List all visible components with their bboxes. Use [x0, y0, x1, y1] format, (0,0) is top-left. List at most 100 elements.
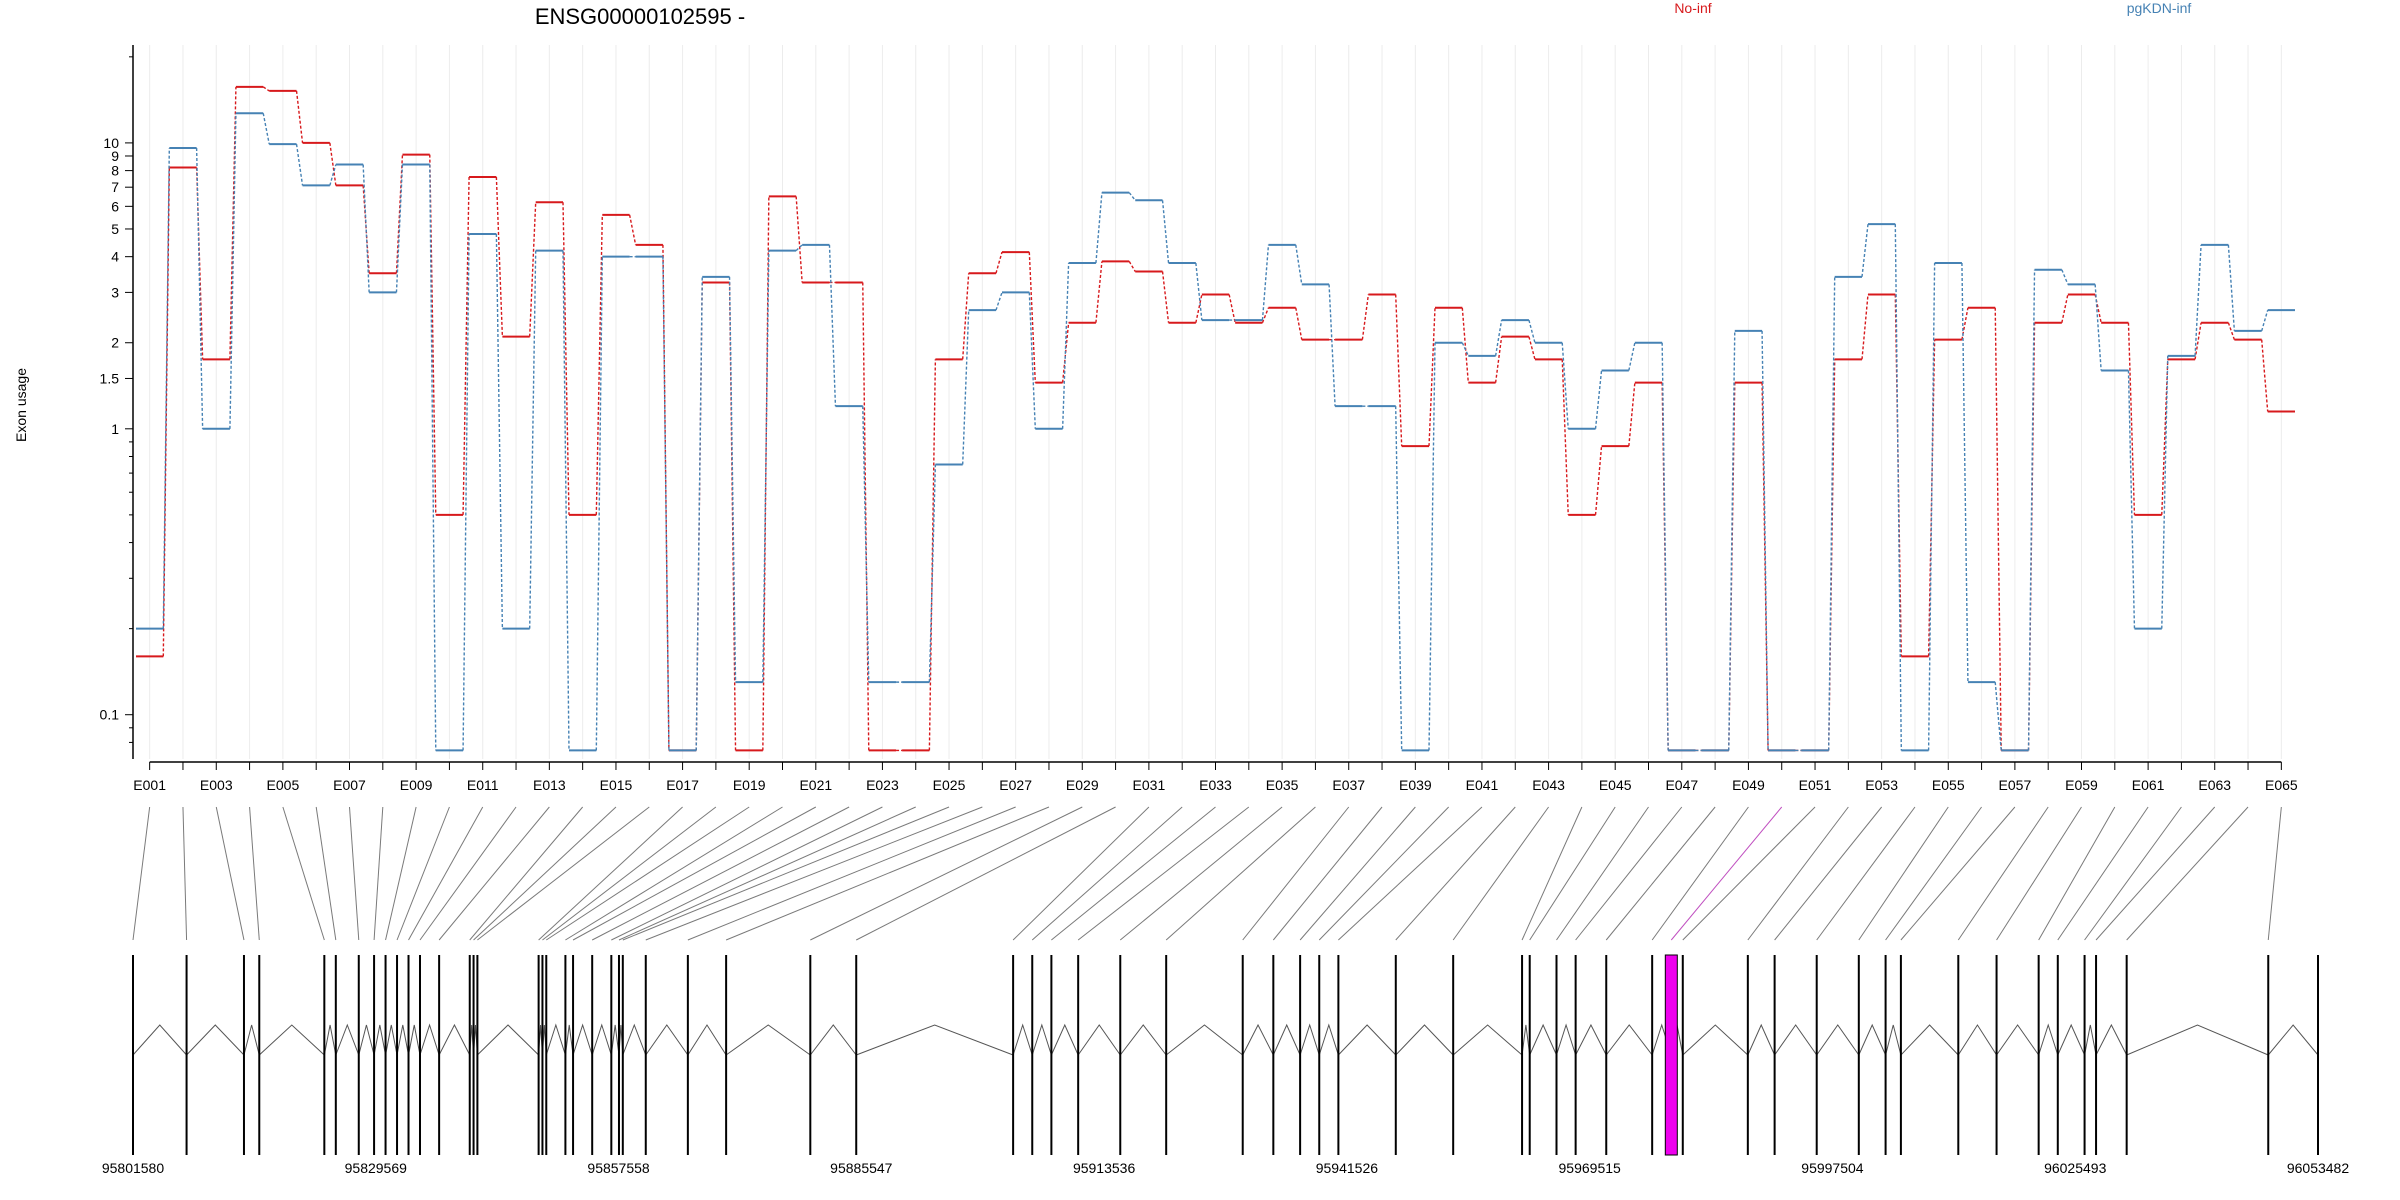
intron-line	[335, 1023, 360, 1056]
series-connector	[1728, 330, 1736, 751]
series-pgkdn-inf	[136, 112, 2295, 752]
exon-connector	[1556, 806, 1649, 941]
intron-line	[1012, 1023, 1033, 1056]
series-connector	[162, 167, 171, 657]
exon-connector	[438, 806, 550, 941]
intron-line	[132, 1024, 187, 1056]
x-tick-label: E057	[1999, 777, 2032, 793]
exon-connector	[1012, 806, 1150, 941]
exon-connector	[591, 806, 850, 941]
exon-connector	[349, 806, 360, 941]
genomic-coordinate-label: 95885547	[830, 1160, 893, 1176]
intron-line	[1031, 1023, 1052, 1056]
intron-line	[1774, 1024, 1818, 1056]
intron-line	[1395, 1024, 1454, 1056]
x-tick-label: E039	[1399, 777, 1432, 793]
y-tick-label: 6	[111, 198, 119, 214]
exon-connector	[1299, 806, 1416, 941]
intron-line	[610, 1024, 620, 1056]
exon-block-highlighted	[1664, 954, 1678, 1156]
series-connector	[595, 214, 604, 515]
x-axis: E001 E003 E005 E007 E009 E011 E013 E015 E017 E019…	[133, 761, 2298, 793]
y-tick-label: 5	[111, 221, 119, 237]
exon-connector	[396, 806, 450, 941]
intron-line	[396, 1024, 410, 1056]
exon-connector	[408, 806, 484, 941]
exon-connector	[2126, 806, 2249, 941]
x-tick-label: E015	[600, 777, 633, 793]
series-lines	[136, 85, 2295, 752]
series-connector	[1161, 200, 1170, 264]
x-tick-label: E049	[1732, 777, 1765, 793]
exon-connector-lines	[132, 806, 2282, 941]
exon-connector	[1338, 806, 1483, 941]
series-connector	[2260, 339, 2269, 412]
y-tick-label: 4	[111, 249, 119, 265]
series-connector	[1095, 192, 1103, 264]
exon-connector	[2084, 806, 2182, 941]
intron-line	[2057, 1023, 2086, 1056]
y-tick-label: 7	[111, 179, 119, 195]
series-connector	[728, 276, 737, 683]
x-tick-label: E007	[333, 777, 366, 793]
exon-connector	[419, 806, 517, 941]
exon-connector	[1272, 806, 1383, 941]
intron-line	[243, 1024, 260, 1056]
intron-line	[725, 1024, 811, 1056]
series-connector	[1128, 192, 1136, 201]
exon-connector	[810, 806, 1083, 941]
exon-connector	[1682, 806, 1816, 941]
series-connector	[662, 256, 670, 751]
exon-connector	[1452, 806, 1549, 941]
series-connector	[1428, 307, 1436, 447]
series-connector	[1594, 370, 1603, 429]
intron-line	[186, 1024, 245, 1056]
exon-connector	[1651, 806, 1749, 941]
x-tick-label: E003	[200, 777, 233, 793]
exon-connector	[1529, 806, 1616, 941]
intron-line	[358, 1024, 375, 1056]
series-connector	[595, 256, 604, 751]
series-connector	[1494, 336, 1503, 383]
series-connector	[1927, 339, 1936, 657]
y-axis-label: Exon usage	[13, 368, 29, 442]
series-connector	[2027, 322, 2036, 751]
series-connector	[1261, 244, 1270, 321]
series-connector	[1061, 263, 1070, 429]
intron-line	[1747, 1023, 1776, 1056]
exon-connector	[1605, 806, 1716, 941]
series-connector	[1394, 294, 1403, 447]
series-connector	[429, 164, 437, 751]
y-tick-label: 10	[103, 135, 119, 151]
series-connector	[1628, 342, 1636, 371]
genomic-coordinate-label: 95913536	[1073, 1160, 1136, 1176]
exon-connector	[1077, 806, 1250, 941]
exon-connector	[1858, 806, 1949, 941]
exon-connector	[1747, 806, 1849, 941]
y-tick-label: 8	[111, 163, 119, 179]
series-connector	[1028, 252, 1037, 383]
intron-line	[622, 1023, 647, 1056]
exon-connector	[477, 806, 650, 941]
intron-line	[258, 1024, 325, 1056]
intron-line	[1119, 1024, 1167, 1056]
intron-line	[1957, 1024, 1997, 1056]
exon-connector	[622, 806, 950, 941]
series-connector	[1461, 342, 1469, 357]
exon-connector	[1031, 806, 1183, 941]
genomic-coordinate-label: 95969515	[1559, 1160, 1622, 1176]
series-connector	[862, 406, 870, 683]
exon-connector	[182, 806, 188, 941]
x-tick-label: E031	[1133, 777, 1166, 793]
y-tick-label: 1.5	[100, 370, 120, 386]
intron-line	[2267, 1024, 2319, 1056]
series-connector	[1827, 276, 1836, 751]
exon-connector	[565, 806, 783, 941]
series-connector	[1295, 244, 1303, 285]
series-connector	[961, 310, 970, 465]
series-connector	[1994, 682, 2002, 751]
series-connector	[462, 176, 470, 515]
x-tick-label: E035	[1266, 777, 1299, 793]
exon-connector	[725, 806, 1050, 941]
